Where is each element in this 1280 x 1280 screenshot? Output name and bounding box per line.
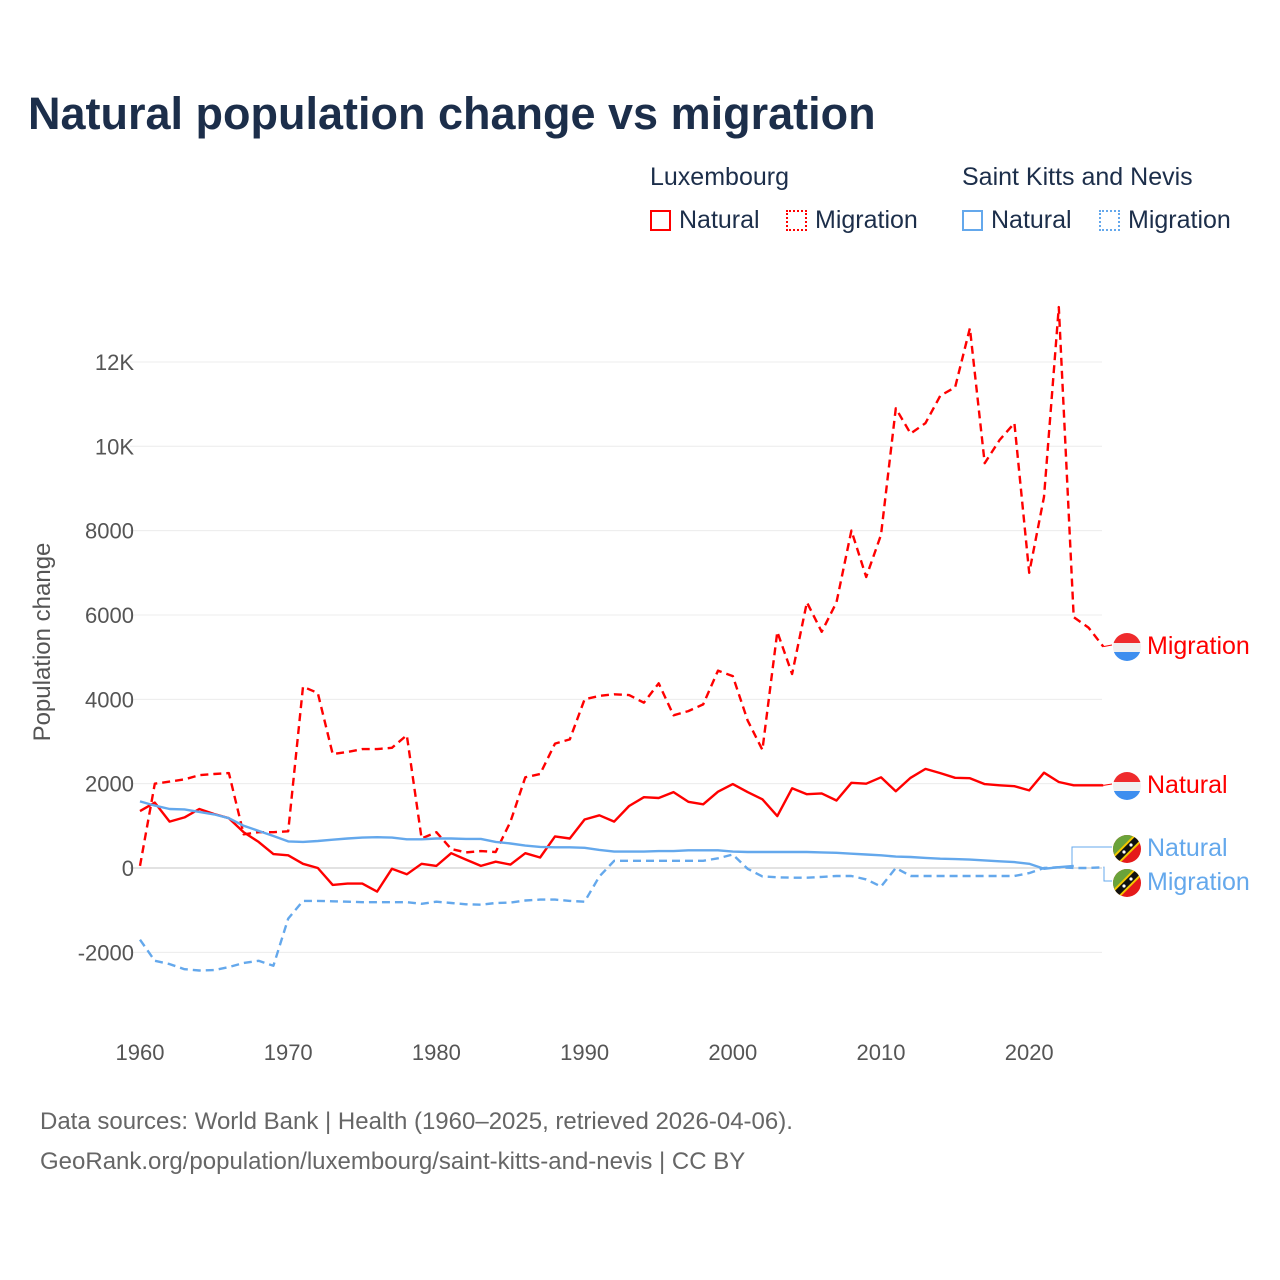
saint-kitts-and-nevis-flag-icon bbox=[1113, 835, 1141, 863]
flag-stripe bbox=[1113, 772, 1141, 782]
series-line-saint-kitts-and-nevis-migration bbox=[139, 853, 1104, 972]
legend-label: Natural bbox=[991, 206, 1072, 234]
y-tick-label: 10K bbox=[95, 434, 134, 459]
series-end-label: Migration bbox=[1147, 632, 1250, 660]
legend-label: Migration bbox=[1128, 206, 1231, 234]
flag-stripe bbox=[1113, 633, 1141, 643]
flag-star bbox=[1122, 884, 1126, 888]
luxembourg-flag-icon bbox=[1113, 633, 1141, 661]
series-end-label: Migration bbox=[1147, 868, 1250, 896]
y-tick-label: 6000 bbox=[85, 603, 134, 628]
series-end-label: Natural bbox=[1147, 834, 1228, 862]
series-line-luxembourg-migration bbox=[138, 305, 1105, 867]
legend-lux-natural[interactable]: Natural bbox=[650, 206, 760, 235]
x-tick-label: 2000 bbox=[708, 1040, 757, 1065]
series-line-saint-kitts-and-nevis-natural bbox=[139, 800, 1074, 870]
chart-title: Natural population change vs migration bbox=[28, 88, 876, 139]
y-tick-label: 8000 bbox=[85, 519, 134, 544]
x-tick-label: 1980 bbox=[412, 1040, 461, 1065]
label-leader-line bbox=[1103, 783, 1113, 786]
flag-stripe bbox=[1113, 643, 1141, 652]
legend-label: Natural bbox=[679, 206, 760, 234]
saint-kitts-and-nevis-flag-icon bbox=[1113, 869, 1141, 897]
legend-group-skn: Saint Kitts and Nevis bbox=[962, 163, 1193, 191]
series-line-luxembourg-natural bbox=[139, 767, 1104, 893]
legend-group-luxembourg: Luxembourg bbox=[650, 163, 789, 191]
legend-lux-migration[interactable]: Migration bbox=[786, 206, 918, 235]
legend-solid-swatch bbox=[962, 210, 983, 231]
legend-solid-swatch bbox=[650, 210, 671, 231]
x-tick-label: 1970 bbox=[264, 1040, 313, 1065]
legend-dotted-swatch bbox=[786, 210, 807, 231]
flag-star bbox=[1129, 843, 1133, 847]
label-leader-line bbox=[1103, 866, 1112, 882]
legend-label: Migration bbox=[815, 206, 918, 234]
x-tick-label: 1990 bbox=[560, 1040, 609, 1065]
luxembourg-flag-icon bbox=[1113, 772, 1141, 800]
y-tick-label: -2000 bbox=[78, 940, 134, 965]
footer-url[interactable]: GeoRank.org/population/luxembourg/saint-… bbox=[40, 1148, 746, 1175]
flag-stripe bbox=[1113, 782, 1141, 791]
flag-star bbox=[1129, 877, 1133, 881]
x-tick-label: 2020 bbox=[1005, 1040, 1054, 1065]
y-tick-label: 0 bbox=[122, 856, 134, 881]
x-tick-label: 1960 bbox=[116, 1040, 165, 1065]
series-end-label: Natural bbox=[1147, 771, 1228, 799]
footer-sources: Data sources: World Bank | Health (1960–… bbox=[40, 1108, 793, 1135]
y-tick-label: 2000 bbox=[85, 772, 134, 797]
y-tick-label: 12K bbox=[95, 350, 134, 375]
legend-skn-natural[interactable]: Natural bbox=[962, 206, 1072, 235]
legend-skn-migration[interactable]: Migration bbox=[1099, 206, 1231, 235]
x-tick-label: 2010 bbox=[857, 1040, 906, 1065]
label-leader-line bbox=[1071, 846, 1112, 867]
flag-stripe bbox=[1113, 791, 1141, 800]
y-axis-title: Population change bbox=[29, 543, 56, 742]
legend-dotted-swatch bbox=[1099, 210, 1120, 231]
y-tick-label: 4000 bbox=[85, 687, 134, 712]
label-leader-line bbox=[1103, 644, 1113, 648]
flag-star bbox=[1122, 850, 1126, 854]
flag-stripe bbox=[1113, 652, 1141, 661]
